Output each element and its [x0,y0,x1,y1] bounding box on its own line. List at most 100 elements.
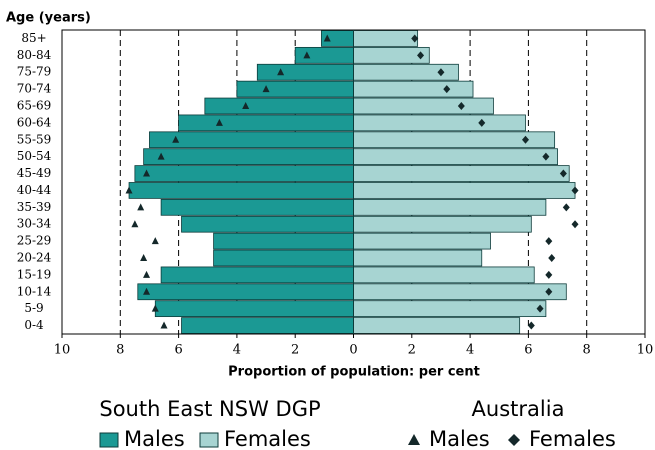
bar [353,317,521,334]
x-tick-label: 8 [116,343,124,358]
marker [545,237,553,246]
y-tick-label: 80-84 [17,48,52,62]
marker [131,220,139,228]
plot-frame [61,29,646,335]
bar [353,80,474,98]
y-tick-label: 20-24 [17,251,52,265]
marker [137,203,145,211]
y-tick-label: 0-4 [24,318,44,332]
bar [154,300,354,318]
marker [143,270,151,278]
x-axis-title: Proportion of population: per cent [228,365,480,380]
marker [125,186,133,194]
marker [571,186,579,195]
bar [353,283,567,301]
marker [562,203,570,212]
y-tick-label: 25-29 [17,234,52,248]
bar [353,165,570,182]
marker [172,135,180,143]
bar [236,80,354,98]
marker [545,270,553,279]
bar [181,215,354,233]
y-tick-label: 85+ [21,31,46,45]
bar [181,317,354,334]
x-tick-label: 4 [466,343,474,358]
y-tick-label: 65-69 [17,99,52,113]
x-tick-label: 2 [408,343,416,358]
x-tick-label: 10 [637,343,654,358]
x-tick-label: 8 [583,343,591,358]
legend-swatch [99,432,119,448]
bar [213,249,354,267]
marker [437,68,445,77]
bar [294,46,354,64]
y-tick-label: 75-79 [17,65,52,79]
y-tick-label: 30-34 [17,217,52,231]
marker [536,304,544,313]
legend-swatch [408,434,420,445]
legend-swatch [199,432,219,448]
marker [323,34,331,42]
marker [548,254,556,262]
legend-label: Females [529,427,616,450]
y-tick-label: 55-59 [17,132,52,146]
marker [559,169,567,178]
marker [242,102,250,109]
marker [151,304,159,312]
bar [353,182,576,199]
marker [303,51,311,59]
y-tick-label: 5-9 [24,301,43,315]
bar [256,63,354,81]
bar [353,300,547,318]
marker [151,237,159,245]
bar [353,232,491,250]
x-tick-label: 2 [291,343,299,358]
marker [417,51,425,60]
bar [353,114,526,132]
bar [160,198,354,216]
y-tick-label: 70-74 [17,82,52,96]
x-tick-label: 6 [174,343,182,358]
bar [204,97,354,115]
bar [353,148,558,166]
bar [160,266,354,284]
legend-title: Australia [472,397,565,421]
marker [545,287,553,296]
marker [143,287,151,295]
x-tick-label: 0 [349,343,357,358]
bar [134,165,354,182]
y-tick-label: 45-49 [17,166,52,180]
bar [143,148,354,166]
bar [353,30,419,47]
y-tick-label: 40-44 [17,183,52,197]
y-tick-label: 35-39 [17,200,52,214]
y-tick-label: 15-19 [17,267,52,281]
marker [157,152,165,160]
marker [215,118,223,126]
legend-label: Males [124,427,185,450]
x-tick-label: 6 [524,343,532,358]
legend-title: South East NSW DGP [99,397,320,421]
marker [443,85,451,94]
marker [571,220,579,229]
marker [277,68,285,76]
y-axis-title: Age (years) [6,11,91,26]
bar [137,283,354,301]
legend-label: Females [224,427,311,450]
bar [213,232,354,250]
bar [149,131,354,149]
y-tick-label: 50-54 [17,149,52,163]
bar [353,249,483,267]
marker [140,254,148,261]
marker [527,321,535,330]
bar [353,198,547,216]
marker [457,102,465,110]
marker [478,118,486,127]
legend-label: Males [429,427,490,450]
x-tick-label: 10 [54,343,71,358]
marker [521,135,529,144]
x-tick-label: 4 [233,343,241,358]
bar [353,97,494,115]
bar [353,215,532,233]
